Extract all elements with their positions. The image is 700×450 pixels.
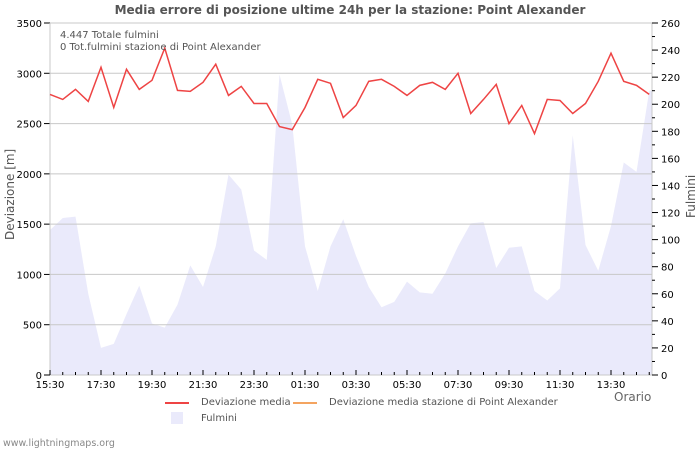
y-axis-right-label: Fulmini (684, 174, 698, 218)
svg-text:0: 0 (36, 371, 42, 382)
svg-text:11:30: 11:30 (546, 380, 575, 391)
svg-text:2000: 2000 (17, 170, 42, 181)
legend-label: Fulmini (201, 412, 237, 424)
legend-line-red-icon (165, 401, 189, 404)
svg-text:21:30: 21:30 (189, 380, 218, 391)
legend-box-icon (171, 412, 183, 424)
svg-text:01:30: 01:30 (291, 380, 320, 391)
svg-text:220: 220 (661, 73, 680, 84)
svg-text:1000: 1000 (17, 270, 42, 281)
svg-text:15:30: 15:30 (36, 380, 65, 391)
legend-item-mean-deviation[interactable]: Deviazione media (165, 397, 291, 408)
svg-text:120: 120 (661, 209, 680, 220)
svg-text:200: 200 (661, 100, 680, 111)
legend-line-orange-icon (293, 401, 317, 404)
svg-text:60: 60 (661, 290, 674, 301)
svg-text:13:30: 13:30 (597, 380, 626, 391)
svg-text:80: 80 (661, 263, 674, 274)
svg-text:180: 180 (661, 127, 680, 138)
chart-title: Media errore di posizione ultime 24h per… (114, 3, 586, 17)
svg-text:07:30: 07:30 (444, 380, 473, 391)
svg-text:20: 20 (661, 344, 674, 355)
svg-text:0: 0 (661, 371, 667, 382)
svg-text:1500: 1500 (17, 220, 42, 231)
station-strikes-text: 0 Tot.fulmini stazione di Point Alexande… (60, 42, 261, 53)
svg-text:140: 140 (661, 181, 680, 192)
legend-item-station-deviation[interactable]: Deviazione media stazione di Point Alexa… (293, 397, 558, 408)
svg-text:09:30: 09:30 (495, 380, 524, 391)
total-strikes-text: 4.447 Totale fulmini (60, 30, 159, 41)
svg-text:3000: 3000 (17, 69, 42, 80)
svg-text:05:30: 05:30 (393, 380, 422, 391)
svg-text:03:30: 03:30 (342, 380, 371, 391)
svg-text:40: 40 (661, 317, 674, 328)
legend-label: Deviazione media stazione di Point Alexa… (329, 397, 558, 408)
svg-text:240: 240 (661, 46, 680, 57)
legend-item-strikes[interactable]: Fulmini (165, 412, 237, 424)
svg-text:160: 160 (661, 154, 680, 165)
footer-link[interactable]: www.lightningmaps.org (3, 438, 115, 449)
legend-label: Deviazione media (201, 397, 291, 408)
svg-text:100: 100 (661, 236, 680, 247)
svg-text:260: 260 (661, 19, 680, 30)
svg-text:17:30: 17:30 (87, 380, 116, 391)
svg-text:3500: 3500 (17, 19, 42, 30)
svg-text:500: 500 (23, 321, 42, 332)
y-axis-left-label: Deviazione [m] (3, 148, 17, 240)
x-axis-label: Orario (614, 390, 652, 404)
svg-text:23:30: 23:30 (240, 380, 269, 391)
svg-text:2500: 2500 (17, 120, 42, 131)
svg-text:19:30: 19:30 (138, 380, 167, 391)
